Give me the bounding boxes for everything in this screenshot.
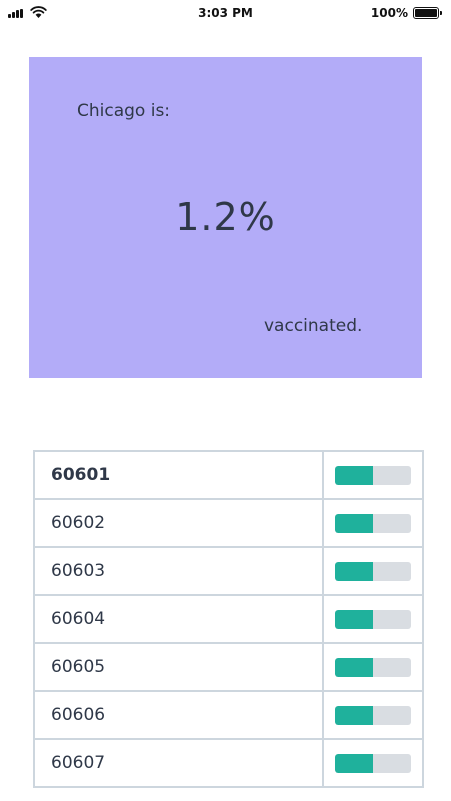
progress-cell: [324, 644, 422, 690]
zip-code: 60606: [35, 692, 324, 738]
status-time: 3:03 PM: [198, 6, 253, 20]
zip-row[interactable]: 60606: [35, 692, 422, 740]
progress-bar: [335, 465, 411, 485]
zip-code: 60607: [35, 740, 324, 786]
zip-row[interactable]: 60601: [35, 452, 422, 500]
zip-code-table: 60601 60602 60603 60604 60605 60606 60607: [33, 450, 424, 788]
zip-code: 60603: [35, 548, 324, 594]
battery-icon: [413, 7, 442, 19]
progress-cell: [324, 596, 422, 642]
summary-prefix: Chicago is:: [77, 101, 171, 121]
progress-cell: [324, 548, 422, 594]
progress-cell: [324, 692, 422, 738]
progress-cell: [324, 740, 422, 786]
zip-row[interactable]: 60605: [35, 644, 422, 692]
zip-code: 60605: [35, 644, 324, 690]
progress-bar-fill: [335, 513, 373, 533]
battery-percent: 100%: [370, 6, 408, 20]
wifi-icon: [30, 6, 47, 18]
progress-bar-fill: [335, 609, 373, 629]
zip-row[interactable]: 60602: [35, 500, 422, 548]
progress-bar: [335, 753, 411, 773]
zip-row[interactable]: 60603: [35, 548, 422, 596]
zip-code: 60602: [35, 500, 324, 546]
progress-bar: [335, 705, 411, 725]
progress-bar-fill: [335, 753, 373, 773]
progress-bar: [335, 609, 411, 629]
vaccination-rate: 1.2%: [175, 195, 276, 239]
progress-bar: [335, 561, 411, 581]
vaccination-summary-card: Chicago is: 1.2% vaccinated.: [29, 57, 422, 378]
progress-bar-fill: [335, 657, 373, 677]
progress-bar: [335, 657, 411, 677]
zip-code: 60604: [35, 596, 324, 642]
summary-suffix: vaccinated.: [264, 316, 363, 336]
progress-bar: [335, 513, 411, 533]
status-bar: 3:03 PM 100%: [0, 0, 451, 28]
progress-bar-fill: [335, 465, 373, 485]
signal-icon: [8, 9, 24, 18]
zip-code: 60601: [35, 452, 324, 498]
zip-row[interactable]: 60604: [35, 596, 422, 644]
progress-bar-fill: [335, 561, 373, 581]
zip-row[interactable]: 60607: [35, 740, 422, 786]
progress-cell: [324, 500, 422, 546]
progress-cell: [324, 452, 422, 498]
progress-bar-fill: [335, 705, 373, 725]
